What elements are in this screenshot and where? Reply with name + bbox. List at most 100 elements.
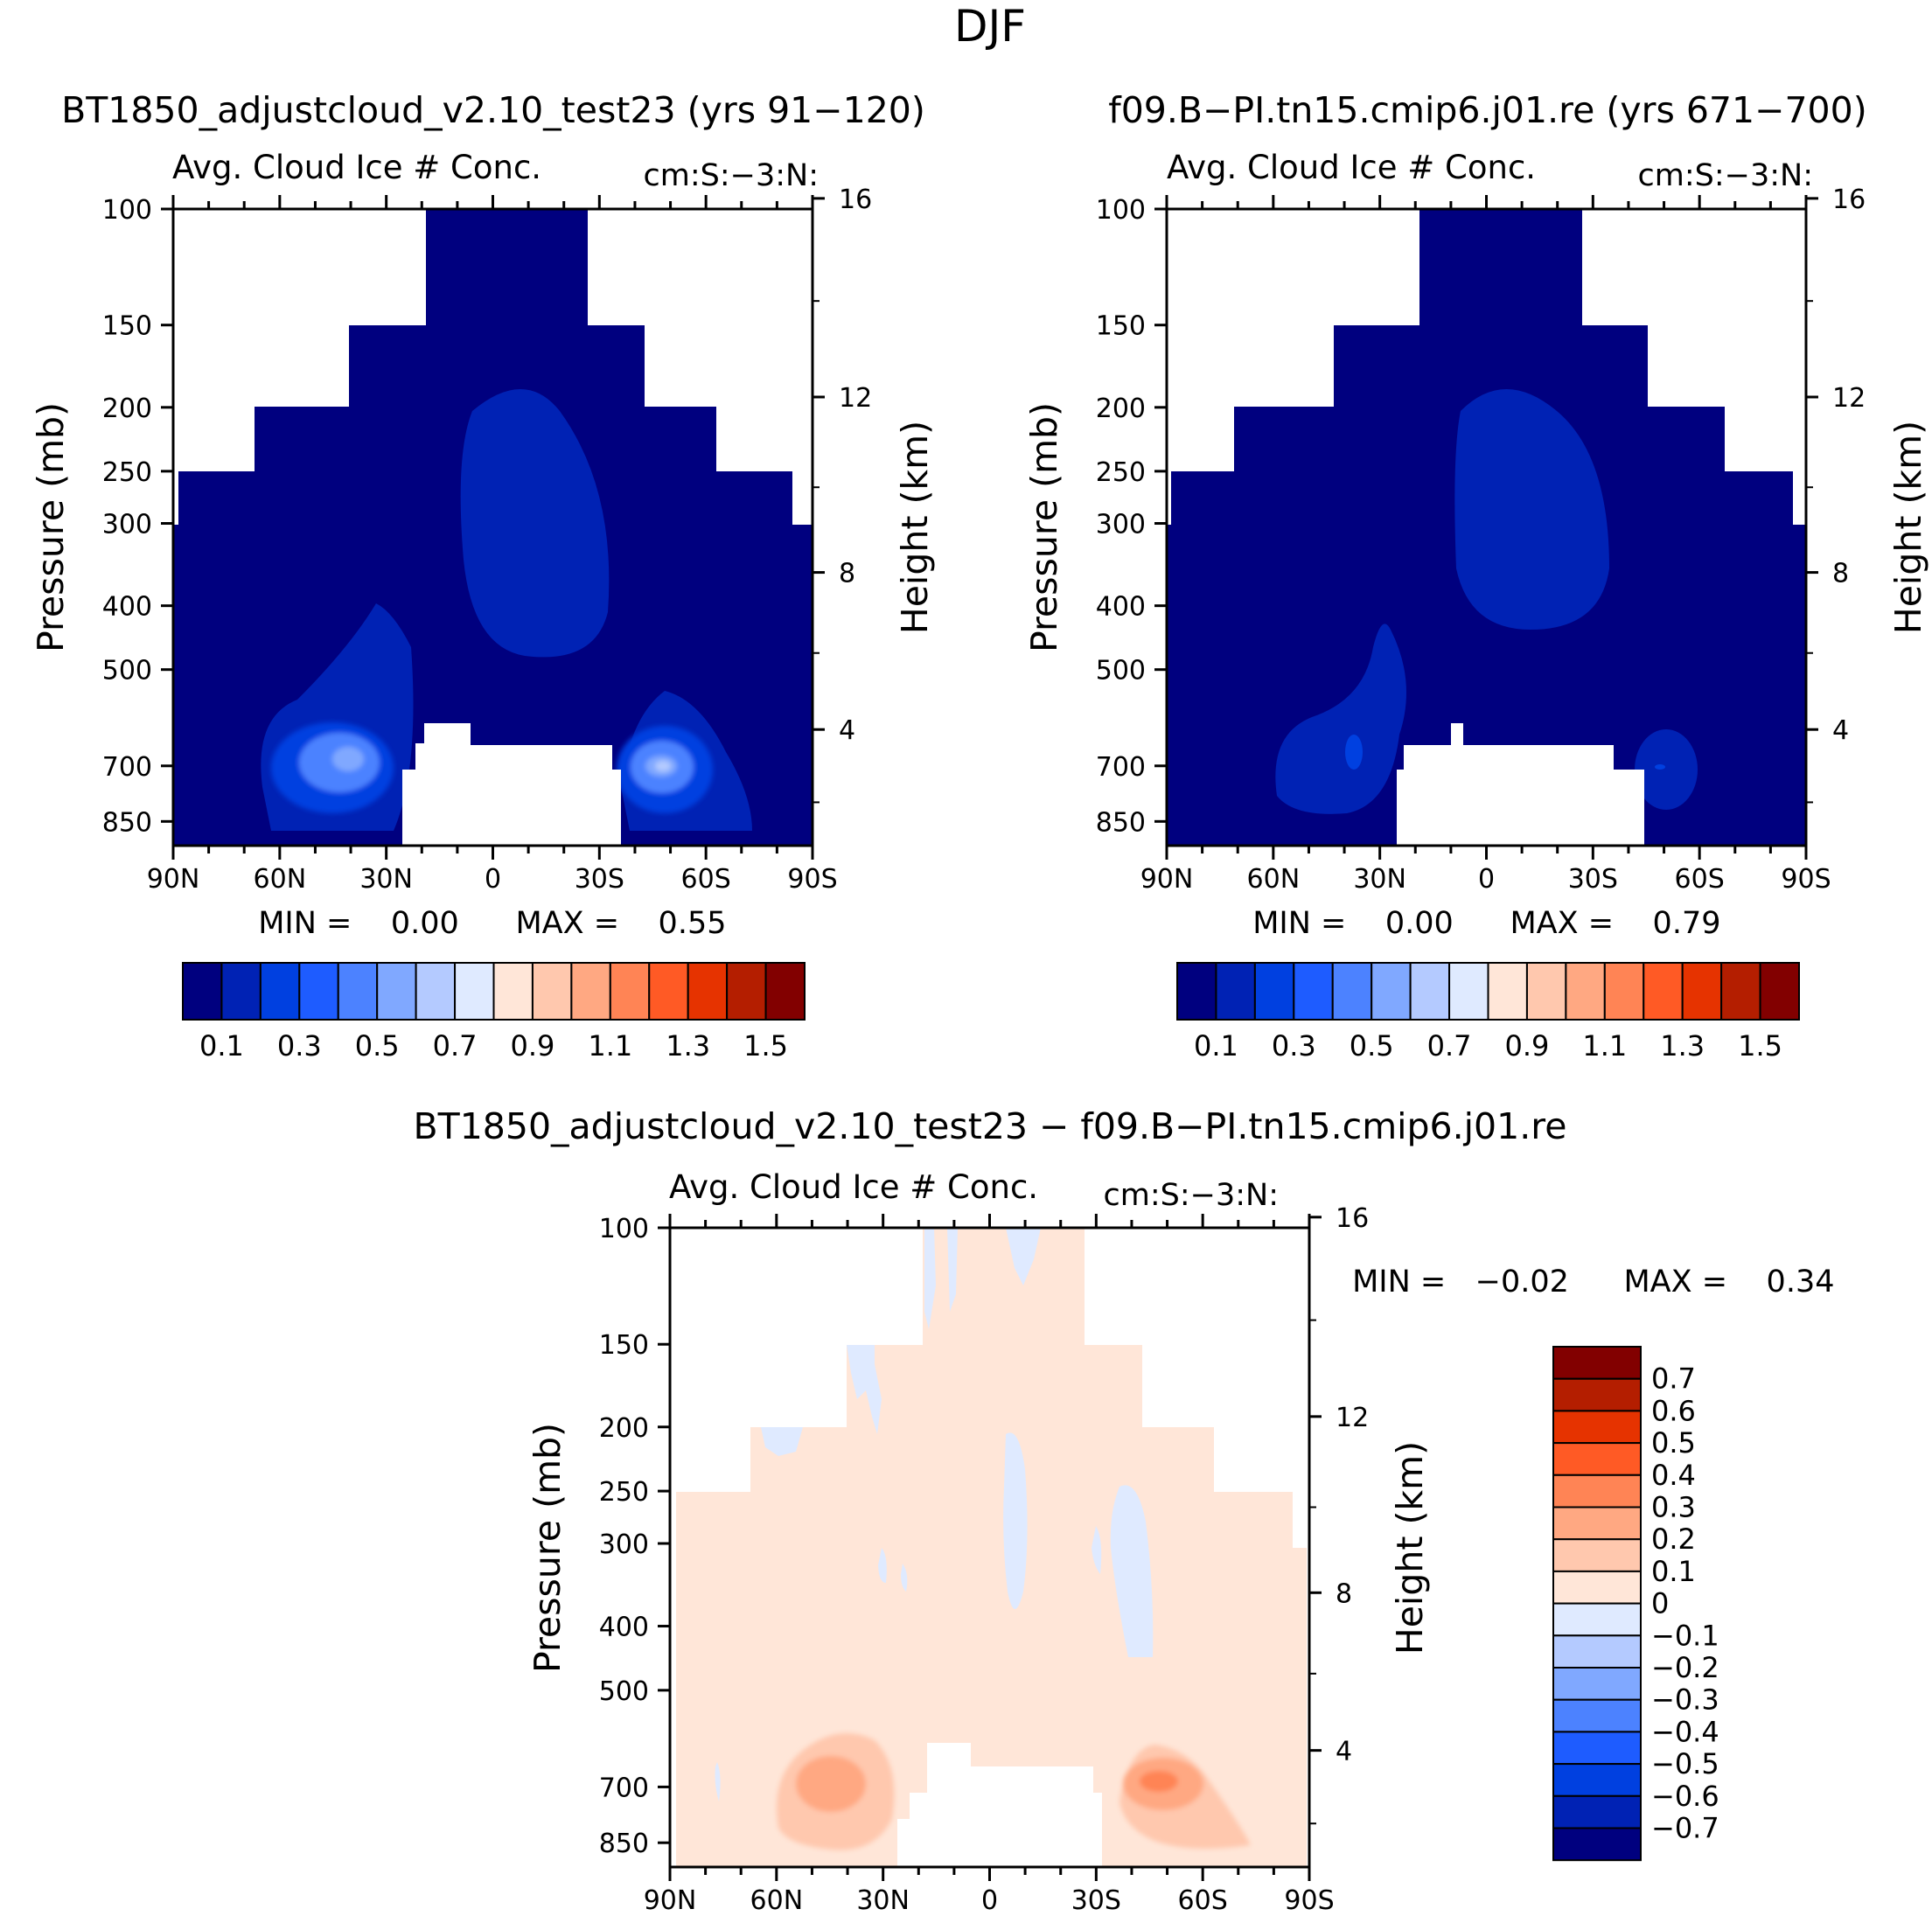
height-tick-label: 8 [1832,559,1849,589]
lat-tick-label: 60N [1247,864,1301,895]
colorbar-swatch [1552,1538,1642,1572]
colorbar-swatch [1293,962,1334,1021]
pressure-tick-label: 500 [102,656,152,686]
panel-3-contour-field [676,1228,1307,1867]
colorbar-label: 1.3 [1660,1029,1705,1063]
height-tick-label: 8 [1336,1578,1352,1609]
colorbar-swatch [415,962,457,1021]
pressure-tick-label: 850 [1096,807,1146,838]
colorbar-swatch [1643,962,1684,1021]
colorbar-swatch [376,962,417,1021]
pressure-tick-label: 200 [1096,394,1146,424]
colorbar-swatch [1603,962,1645,1021]
panel-2-pressure-label: Pressure (mb) [1023,402,1065,652]
lat-tick-label: 0 [981,1885,998,1916]
colorbar-label: 0.4 [1651,1459,1696,1492]
panel-3-min: MIN = −0.02 [1352,1265,1569,1299]
height-tick-label: 12 [1832,383,1866,414]
colorbar-swatch [259,962,301,1021]
panel-1-variable: Avg. Cloud Ice # Conc. [172,149,541,186]
lat-tick-label: 60S [1675,864,1725,895]
pressure-tick-label: 850 [599,1829,649,1859]
panel-1-pressure-axis: 100 150 200 250 300 400 500 700 850 [102,195,173,838]
colorbar-swatch [1552,1794,1642,1829]
pressure-tick-label: 100 [599,1214,649,1244]
panel-2-case-title: f09.B−PI.tn15.cmip6.j01.re (yrs 671−700) [1108,89,1866,131]
colorbar-label: 0.2 [1651,1522,1696,1556]
colorbar-swatch [1487,962,1528,1021]
pressure-tick-label: 300 [1096,510,1146,540]
panel-3-case-title: BT1850_adjustcloud_v2.10_test23 − f09.B−… [414,1105,1567,1147]
pressure-tick-label: 700 [102,752,152,783]
panel-2-height-axis: 16 12 8 4 [1806,185,1866,804]
colorbar-swatch [764,962,806,1021]
colorbar-swatch [1720,962,1761,1021]
pressure-tick-label: 250 [599,1477,649,1508]
colorbar-label: 0.3 [1272,1029,1316,1063]
colorbar-swatch [1552,1698,1642,1733]
panel-1-colorbar: 0.1 0.3 0.5 0.7 0.9 1.1 1.3 1.5 [182,962,806,1063]
colorbar-swatch [570,962,611,1021]
pressure-tick-label: 200 [599,1413,649,1444]
panel-3-colorbar: 0.70.60.50.40.30.20.10−0.1−0.2−0.3−0.4−0… [1552,1346,1719,1862]
colorbar-swatch [1552,1377,1642,1412]
panel-1-height-label: Height (km) [894,421,936,634]
panel-1-case-title: BT1850_adjustcloud_v2.10_test23 (yrs 91−… [61,89,925,131]
lat-tick-label: 30S [1568,864,1618,895]
colorbar-label: 0.9 [1504,1029,1549,1063]
panel-3-pressure-label: Pressure (mb) [527,1423,568,1673]
pressure-tick-label: 150 [1096,311,1146,342]
panel-3-height-label: Height (km) [1389,1441,1431,1655]
panel-1-latitude-axis: 90N 60N 30N 0 30S 60S 90S [147,195,838,895]
season-title: DJF [954,1,1026,52]
panel-1-min: MIN = 0.00 [258,906,459,941]
panel-1-units: cm:S:−3:N: [644,158,820,193]
colorbar-swatch [337,962,379,1021]
colorbar-label: 1.1 [588,1029,632,1063]
lat-tick-label: 30S [1071,1885,1121,1916]
pressure-tick-label: 400 [599,1613,649,1643]
height-tick-label: 16 [1832,185,1866,215]
panel-1: BT1850_adjustcloud_v2.10_test23 (yrs 91−… [30,89,936,1063]
colorbar-label: 0.5 [1651,1426,1696,1460]
pressure-tick-label: 150 [102,311,152,342]
colorbar-swatch [1552,1506,1642,1541]
pressure-tick-label: 400 [102,592,152,623]
colorbar-label: 0.7 [1427,1029,1472,1063]
colorbar-swatch [609,962,651,1021]
pressure-tick-label: 250 [1096,457,1146,488]
pressure-tick-label: 500 [599,1676,649,1707]
lat-tick-label: 30N [359,864,413,895]
colorbar-label: −0.7 [1651,1812,1719,1845]
pressure-tick-label: 100 [102,195,152,226]
panel-3-height-axis: 16 12 8 4 [1309,1203,1369,1825]
lat-tick-label: 90N [644,1885,697,1916]
colorbar-label: 0.7 [433,1029,478,1063]
lat-tick-label: 90N [147,864,200,895]
colorbar-swatch [1552,1827,1642,1862]
colorbar-swatch [220,962,262,1021]
colorbar-label: 1.3 [666,1029,710,1063]
panel-3-variable: Avg. Cloud Ice # Conc. [669,1168,1038,1206]
colorbar-swatch [1552,1442,1642,1476]
lat-tick-label: 60S [1178,1885,1228,1916]
panel-1-pressure-label: Pressure (mb) [30,402,72,652]
colorbar-swatch [1176,962,1217,1021]
colorbar-label: −0.3 [1651,1683,1719,1717]
lat-tick-label: 60N [750,1885,804,1916]
height-tick-label: 16 [839,185,872,215]
colorbar-label: 0 [1651,1587,1669,1620]
colorbar-swatch [1371,962,1412,1021]
colorbar-swatch [1552,1602,1642,1637]
colorbar-label: 0.5 [355,1029,400,1063]
colorbar-label: 0.1 [199,1029,244,1063]
pressure-tick-label: 300 [599,1529,649,1560]
panel-2-colorbar: 0.1 0.3 0.5 0.7 0.9 1.1 1.3 1.5 [1176,962,1800,1063]
panel-3-units: cm:S:−3:N: [1104,1178,1280,1213]
colorbar-swatch [1215,962,1256,1021]
lat-tick-label: 60N [254,864,307,895]
colorbar-label: 0.7 [1651,1362,1696,1396]
panel-2-height-label: Height (km) [1887,421,1929,634]
colorbar-label: 0.6 [1651,1394,1696,1427]
